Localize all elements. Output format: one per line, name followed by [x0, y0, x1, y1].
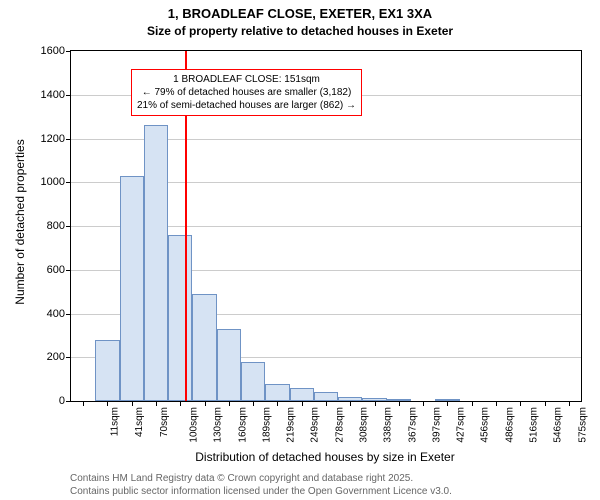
x-tick-mark — [156, 401, 157, 406]
y-tick-label: 400 — [47, 308, 71, 320]
histogram-bar — [95, 340, 119, 401]
x-axis-label: Distribution of detached houses by size … — [70, 450, 580, 464]
x-tick-label: 278sqm — [334, 407, 345, 443]
x-tick-mark — [253, 401, 254, 406]
x-tick-mark — [375, 401, 376, 406]
x-tick-mark — [447, 401, 448, 406]
histogram-bar — [314, 392, 338, 401]
y-tick-label: 200 — [47, 351, 71, 363]
y-tick-label: 1200 — [41, 133, 71, 145]
histogram-bar — [192, 294, 216, 401]
y-axis-label: Number of detached properties — [13, 72, 27, 372]
x-tick-label: 160sqm — [237, 407, 248, 443]
footer-attribution: Contains HM Land Registry data © Crown c… — [70, 472, 452, 498]
x-tick-mark — [520, 401, 521, 406]
histogram-bar — [168, 235, 192, 401]
x-tick-label: 41sqm — [134, 407, 145, 437]
x-tick-label: 338sqm — [383, 407, 394, 443]
y-tick-label: 1600 — [41, 45, 71, 57]
x-tick-mark — [545, 401, 546, 406]
plot-area: 0200400600800100012001400160011sqm41sqm7… — [70, 50, 582, 402]
annotation-line2: ← 79% of detached houses are smaller (3,… — [137, 86, 356, 99]
x-tick-label: 456sqm — [480, 407, 491, 443]
x-tick-mark — [302, 401, 303, 406]
x-tick-mark — [399, 401, 400, 406]
x-tick-mark — [569, 401, 570, 406]
x-tick-label: 575sqm — [577, 407, 588, 443]
histogram-bar — [120, 176, 144, 401]
x-tick-mark — [180, 401, 181, 406]
y-tick-label: 1000 — [41, 176, 71, 188]
x-tick-mark — [496, 401, 497, 406]
chart-subtitle: Size of property relative to detached ho… — [0, 24, 600, 38]
x-tick-label: 308sqm — [359, 407, 370, 443]
x-tick-mark — [229, 401, 230, 406]
histogram-bar — [290, 388, 314, 401]
x-tick-mark — [107, 401, 108, 406]
x-tick-label: 189sqm — [261, 407, 272, 443]
x-tick-label: 516sqm — [529, 407, 540, 443]
x-tick-label: 100sqm — [189, 407, 200, 443]
x-tick-mark — [277, 401, 278, 406]
x-tick-label: 427sqm — [456, 407, 467, 443]
annotation-box: 1 BROADLEAF CLOSE: 151sqm← 79% of detach… — [131, 69, 362, 116]
x-tick-mark — [326, 401, 327, 406]
annotation-line3: 21% of semi-detached houses are larger (… — [137, 99, 356, 112]
y-tick-label: 800 — [47, 220, 71, 232]
histogram-bar — [265, 384, 289, 402]
histogram-bar — [217, 329, 241, 401]
y-tick-label: 600 — [47, 264, 71, 276]
annotation-line1: 1 BROADLEAF CLOSE: 151sqm — [137, 73, 356, 86]
x-tick-label: 397sqm — [431, 407, 442, 443]
histogram-bar — [144, 125, 168, 401]
x-tick-label: 11sqm — [109, 407, 120, 436]
chart-container: 1, BROADLEAF CLOSE, EXETER, EX1 3XA Size… — [0, 0, 600, 500]
x-tick-mark — [423, 401, 424, 406]
x-tick-label: 367sqm — [407, 407, 418, 443]
x-tick-label: 130sqm — [213, 407, 224, 443]
x-tick-mark — [205, 401, 206, 406]
footer-line1: Contains HM Land Registry data © Crown c… — [70, 472, 452, 485]
x-tick-label: 219sqm — [286, 407, 297, 443]
x-tick-label: 70sqm — [159, 407, 170, 437]
chart-title: 1, BROADLEAF CLOSE, EXETER, EX1 3XA — [0, 6, 600, 21]
histogram-bar — [241, 362, 265, 401]
x-tick-label: 486sqm — [504, 407, 515, 443]
x-tick-mark — [132, 401, 133, 406]
y-tick-label: 0 — [59, 395, 71, 407]
y-tick-label: 1400 — [41, 89, 71, 101]
x-tick-label: 249sqm — [310, 407, 321, 443]
x-tick-label: 546sqm — [553, 407, 564, 443]
x-tick-mark — [472, 401, 473, 406]
footer-line2: Contains public sector information licen… — [70, 485, 452, 498]
x-tick-mark — [350, 401, 351, 406]
x-tick-mark — [83, 401, 84, 406]
